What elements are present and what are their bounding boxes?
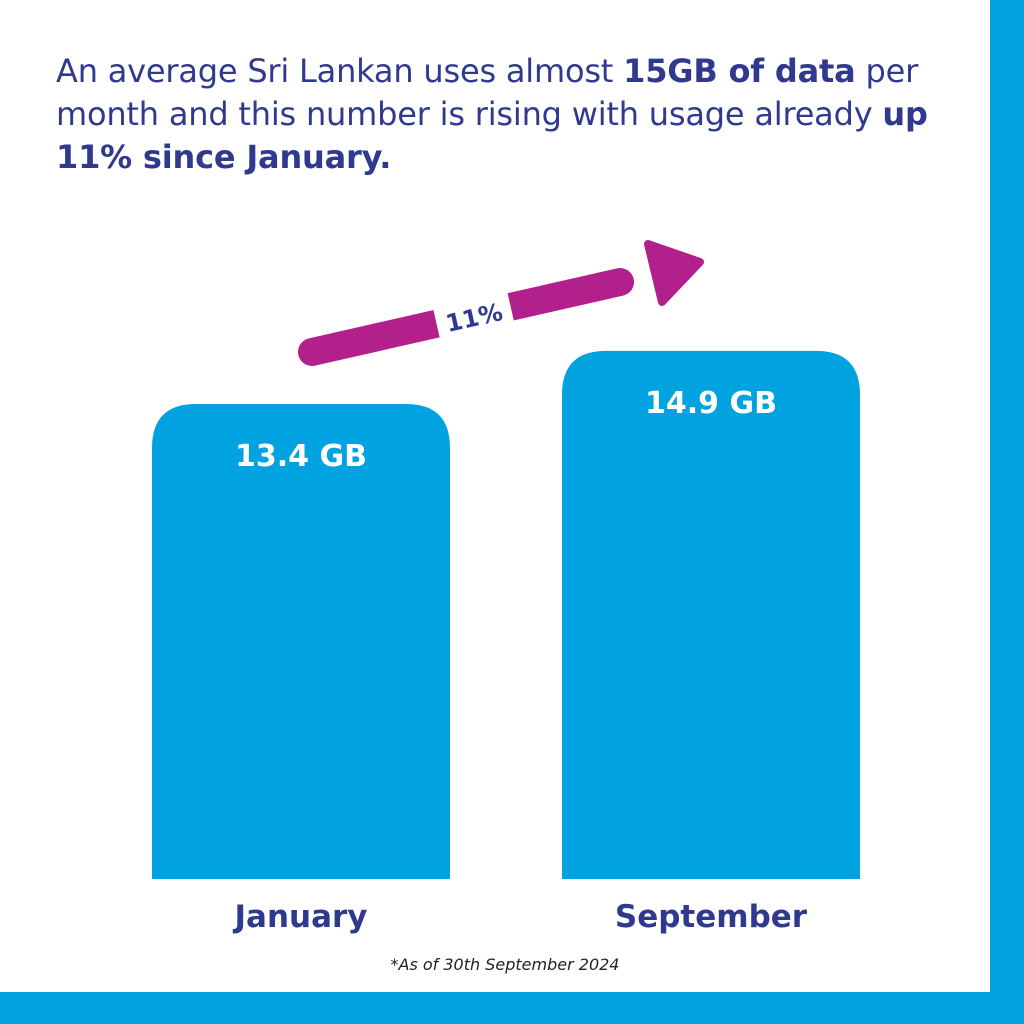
growth-arrow-label-background <box>433 292 515 342</box>
bar-january <box>152 404 450 879</box>
footnote: *As of 30th September 2024 <box>390 955 620 974</box>
headline-bold1: 15GB of data <box>623 52 856 90</box>
growth-arrow: 11% <box>298 240 704 366</box>
headline: An average Sri Lankan uses almost 15GB o… <box>56 50 956 179</box>
headline-bold2: up 11% since January. <box>56 95 928 176</box>
headline-part1: An average Sri Lankan uses almost <box>56 52 624 90</box>
bar-value-label-september: 14.9 GB <box>645 386 777 421</box>
frame-right-border <box>990 0 1024 1024</box>
category-label-january: January <box>232 899 367 935</box>
frame-bottom-border <box>0 992 1024 1024</box>
category-label-september: September <box>615 899 808 935</box>
bar-september <box>562 350 860 879</box>
bars-layer: 13.4 GB January 14.9 GB September <box>152 350 860 935</box>
growth-arrow-head <box>644 240 704 306</box>
bar-value-label-january: 13.4 GB <box>235 439 367 474</box>
growth-arrow-label: 11% <box>443 298 505 338</box>
headline-part2: per month and this number is rising with… <box>56 52 919 133</box>
